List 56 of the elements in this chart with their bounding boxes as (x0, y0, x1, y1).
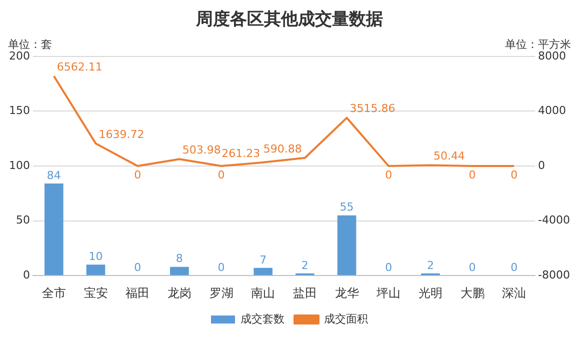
x-tick-label: 罗湖 (209, 286, 234, 300)
data-label: 590.88 (263, 142, 302, 156)
x-tick-label: 龙岗 (167, 286, 192, 300)
data-label: 261.23 (222, 146, 260, 160)
y-tick-label: 200 (8, 49, 30, 62)
y2-tick-label: -8000 (538, 268, 570, 282)
x-tick-label: 深汕 (502, 286, 526, 300)
y2-tick-label: 4000 (538, 104, 566, 118)
x-tick-label: 大鹏 (460, 286, 484, 300)
legend-label: 成交套数 (240, 312, 284, 326)
legend-label: 成交面积 (324, 312, 368, 326)
data-label: 8 (176, 252, 183, 266)
y-tick-label: 0 (22, 268, 30, 282)
bar (86, 264, 106, 276)
data-label: 10 (88, 250, 103, 263)
y-tick-label: 50 (16, 214, 30, 227)
data-label: 0 (218, 260, 225, 274)
bar (170, 266, 189, 276)
data-label: 55 (340, 200, 354, 214)
x-tick-label: 光明 (418, 286, 442, 300)
x-tick-label: 坪山 (376, 286, 401, 300)
data-label: 0 (510, 260, 518, 274)
data-label: 0 (468, 168, 476, 182)
y2-tick-label: 8000 (538, 49, 566, 62)
y2-tick-label: 0 (538, 158, 546, 172)
data-label: 7 (260, 253, 267, 266)
data-label: 0 (385, 260, 392, 274)
data-label: 6562.11 (56, 60, 102, 74)
chart-title: 周度各区其他成交量数据 (195, 10, 383, 30)
y-tick-label: 100 (8, 158, 30, 172)
data-label: 2 (301, 258, 308, 272)
data-label: 0 (510, 168, 518, 182)
data-label: 503.98 (182, 143, 221, 156)
data-label: 0 (468, 260, 476, 274)
y-tick-label: 150 (8, 104, 30, 118)
y-axis-title: 单位：套 (8, 38, 52, 51)
bar (337, 215, 356, 276)
bar (254, 268, 273, 276)
data-label: 50.44 (433, 150, 465, 163)
x-tick-label: 全市 (42, 286, 66, 300)
bar (44, 184, 64, 276)
data-label: 0 (385, 168, 392, 182)
data-label: 0 (134, 260, 142, 274)
y2-tick-label: -4000 (538, 214, 570, 227)
y2-axis-title: 单位：平方米 (505, 38, 571, 51)
data-label: 0 (218, 168, 225, 182)
data-label: 84 (46, 168, 61, 182)
data-label: 2 (426, 258, 434, 272)
x-tick-label: 福田 (126, 286, 150, 300)
x-tick-label: 宝安 (84, 286, 108, 300)
data-label: 3515.86 (350, 102, 396, 116)
x-tick-label: 盐田 (292, 286, 317, 300)
x-tick-label: 南山 (251, 286, 276, 300)
data-label: 1639.72 (98, 128, 144, 141)
x-tick-label: 龙华 (334, 286, 359, 300)
data-label: 0 (134, 168, 142, 182)
